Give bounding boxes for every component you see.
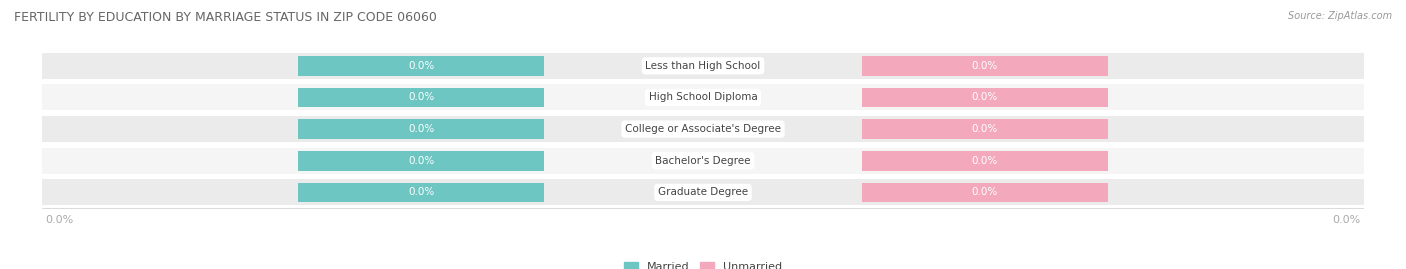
Text: 0.0%: 0.0% — [408, 124, 434, 134]
Bar — [862, 151, 1108, 171]
Bar — [42, 179, 1364, 206]
Text: Graduate Degree: Graduate Degree — [658, 187, 748, 197]
Text: College or Associate's Degree: College or Associate's Degree — [626, 124, 780, 134]
Bar — [862, 88, 1108, 107]
Bar — [42, 148, 1364, 174]
Text: 0.0%: 0.0% — [972, 156, 998, 166]
Text: 0.0%: 0.0% — [408, 187, 434, 197]
Bar — [298, 183, 544, 202]
Text: High School Diploma: High School Diploma — [648, 93, 758, 102]
Text: Bachelor's Degree: Bachelor's Degree — [655, 156, 751, 166]
Text: 0.0%: 0.0% — [972, 124, 998, 134]
Bar — [298, 56, 544, 76]
Bar — [42, 84, 1364, 111]
Bar — [298, 151, 544, 171]
Text: Less than High School: Less than High School — [645, 61, 761, 71]
Bar — [42, 53, 1364, 79]
Bar — [298, 119, 544, 139]
Text: 0.0%: 0.0% — [972, 187, 998, 197]
Bar — [42, 116, 1364, 142]
Text: 0.0%: 0.0% — [972, 61, 998, 71]
Text: FERTILITY BY EDUCATION BY MARRIAGE STATUS IN ZIP CODE 06060: FERTILITY BY EDUCATION BY MARRIAGE STATU… — [14, 11, 437, 24]
Bar — [862, 119, 1108, 139]
Bar — [298, 88, 544, 107]
Text: Source: ZipAtlas.com: Source: ZipAtlas.com — [1288, 11, 1392, 21]
Text: 0.0%: 0.0% — [408, 93, 434, 102]
Text: 0.0%: 0.0% — [972, 93, 998, 102]
Bar — [862, 183, 1108, 202]
Bar — [862, 56, 1108, 76]
Text: 0.0%: 0.0% — [408, 61, 434, 71]
Legend: Married, Unmarried: Married, Unmarried — [620, 257, 786, 269]
Text: 0.0%: 0.0% — [408, 156, 434, 166]
